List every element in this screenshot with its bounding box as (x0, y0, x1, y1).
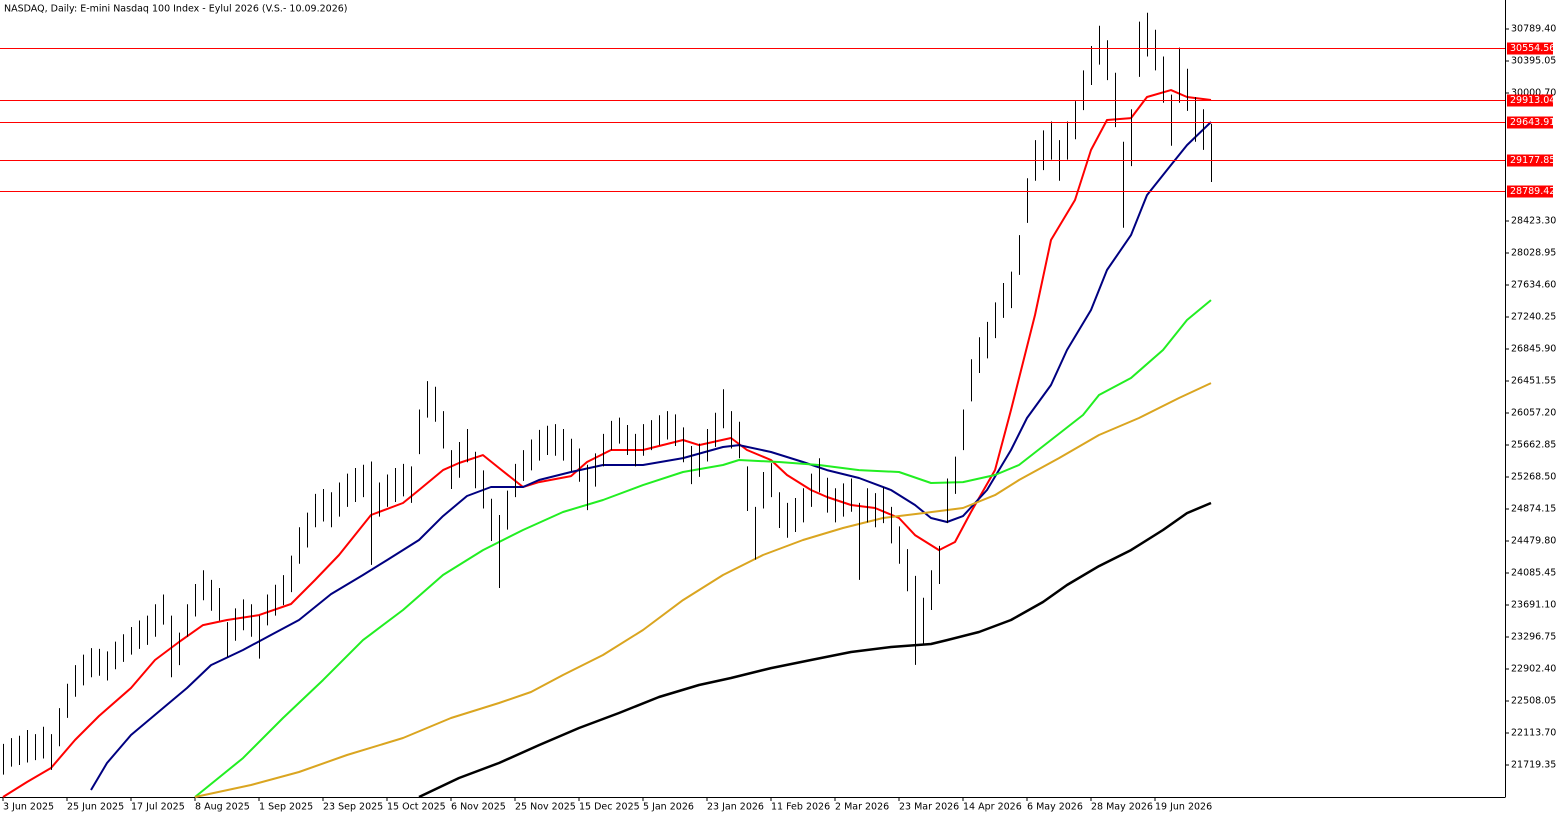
x-tick-label: 6 May 2026 (1027, 802, 1083, 813)
x-tick-label: 8 Aug 2025 (195, 802, 250, 813)
y-tick-label: 28423.30 (1511, 216, 1556, 227)
y-tick-label: 25268.50 (1511, 472, 1556, 483)
x-tick-label: 3 Jun 2025 (3, 802, 54, 813)
y-tick-label: 23691.10 (1511, 600, 1556, 611)
moving-average-line (418, 501, 1212, 799)
x-tick-label: 15 Dec 2025 (579, 802, 640, 813)
x-tick-label: 15 Oct 2025 (387, 802, 446, 813)
level-label-bg (1507, 154, 1553, 167)
level-label: 29913.04 (1510, 95, 1555, 106)
level-label: 29177.85 (1510, 155, 1555, 166)
x-tick-label: 14 Apr 2026 (963, 802, 1022, 813)
y-tick-label: 30395.05 (1511, 56, 1556, 67)
y-tick-label: 27240.25 (1511, 312, 1556, 323)
level-label-bg (1507, 94, 1553, 107)
moving-average-line (194, 299, 1212, 798)
x-tick-label: 23 Sep 2025 (323, 802, 383, 813)
x-tick-label: 23 Jan 2026 (707, 802, 764, 813)
level-label-bg (1507, 42, 1553, 55)
level-label: 29643.91 (1510, 117, 1555, 128)
y-tick-label: 24479.80 (1511, 536, 1556, 547)
x-tick-label: 6 Nov 2025 (451, 802, 506, 813)
y-tick-label: 28028.95 (1511, 248, 1556, 259)
x-tick-label: 11 Feb 2026 (771, 802, 830, 813)
y-tick-label: 24085.45 (1511, 568, 1556, 579)
y-tick-label: 24874.15 (1511, 504, 1556, 515)
level-label: 30554.56 (1510, 43, 1555, 54)
y-tick-label: 21719.35 (1511, 760, 1556, 771)
y-tick-label: 25662.85 (1511, 440, 1556, 451)
y-tick-label: 22902.40 (1511, 664, 1556, 675)
y-tick-label: 23296.75 (1511, 632, 1556, 643)
level-label-bg (1507, 185, 1553, 198)
x-tick-label: 28 May 2026 (1091, 802, 1153, 813)
y-tick-label: 22113.70 (1511, 728, 1556, 739)
x-tick-label: 23 Mar 2026 (899, 802, 959, 813)
y-tick-label: 26057.20 (1511, 408, 1556, 419)
x-tick-label: 25 Nov 2025 (515, 802, 576, 813)
x-tick-label: 1 Sep 2025 (259, 802, 313, 813)
moving-average-line (2, 89, 1212, 798)
chart-title: NASDAQ, Daily: E-mini Nasdaq 100 Index -… (4, 4, 348, 15)
y-tick-label: 27634.60 (1511, 280, 1556, 291)
y-tick-label: 22508.05 (1511, 696, 1556, 707)
y-tick-label: 26845.90 (1511, 344, 1556, 355)
moving-average-line (90, 121, 1212, 791)
x-tick-label: 25 Jun 2025 (67, 802, 124, 813)
moving-average-line (194, 382, 1212, 798)
x-tick-label: 5 Jan 2026 (643, 802, 694, 813)
x-tick-label: 19 Jun 2026 (1155, 802, 1212, 813)
y-tick-label: 30000.70 (1511, 88, 1556, 99)
x-tick-label: 2 Mar 2026 (835, 802, 889, 813)
y-tick-label: 26451.55 (1511, 376, 1556, 387)
level-label-bg (1507, 116, 1553, 129)
y-tick-label: 30789.40 (1511, 24, 1556, 35)
x-tick-label: 17 Jul 2025 (131, 802, 185, 813)
level-label: 28789.42 (1510, 186, 1555, 197)
